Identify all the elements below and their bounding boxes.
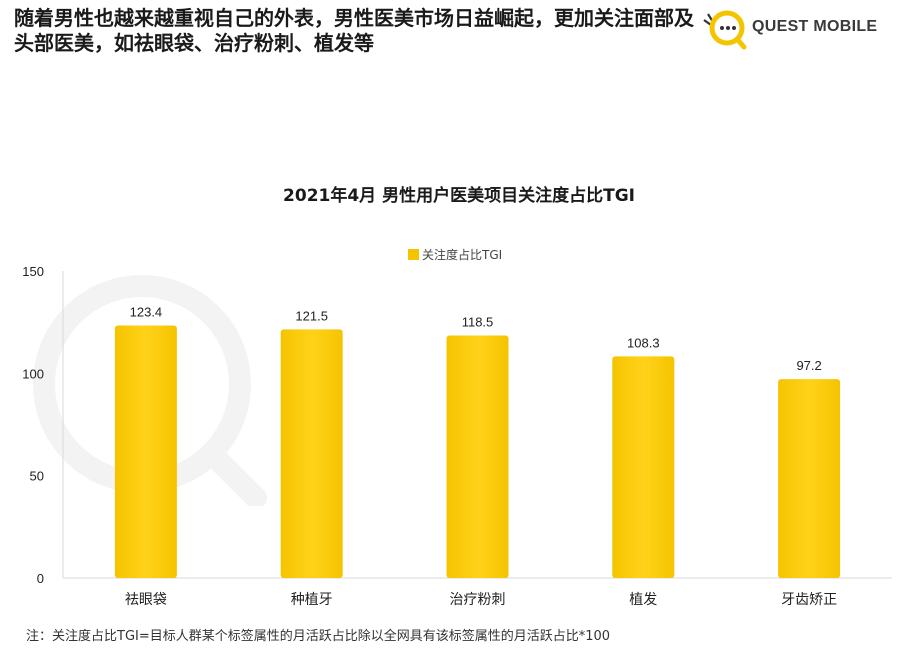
x-category-label: 植发: [629, 592, 657, 608]
y-tick-label: 100: [22, 366, 44, 381]
bar-value-label: 108.3: [627, 335, 660, 350]
headline: 随着男性也越来越重视自己的外表，男性医美市场日益崛起，更加关注面部及头部医美，如…: [14, 6, 694, 55]
y-tick-label: 150: [22, 264, 44, 279]
bar: [280, 329, 343, 578]
bar: [612, 356, 675, 578]
chart-title: 2021年4月 男性用户医美项目关注度占比TGI: [283, 186, 635, 206]
x-category-label: 牙齿矫正: [781, 592, 837, 608]
quest-mobile-logo: QUEST MOBILE: [700, 4, 900, 52]
legend-label: 关注度占比TGI: [422, 247, 503, 262]
footnote: 注：关注度占比TGI=目标人群某个标签属性的月活跃占比除以全网具有该标签属性的月…: [26, 629, 611, 644]
bar-value-label: 123.4: [130, 304, 163, 319]
y-tick-label: 50: [30, 469, 44, 484]
bar: [114, 325, 177, 578]
x-category-label: 治疗粉刺: [450, 592, 506, 608]
x-category-label: 种植牙: [291, 592, 333, 608]
quest-mobile-logo-icon: [703, 10, 747, 50]
x-category-label: 祛眼袋: [125, 592, 167, 608]
bar-value-label: 97.2: [796, 358, 821, 373]
bar: [778, 379, 841, 578]
bar-value-label: 118.5: [462, 314, 494, 329]
logo-text: QUEST MOBILE: [752, 18, 878, 35]
legend-swatch: [408, 248, 419, 260]
bar: [446, 335, 509, 578]
bar-value-label: 121.5: [295, 308, 328, 323]
chart-legend[interactable]: 关注度占比TGI: [408, 246, 502, 262]
y-tick-label: 0: [37, 571, 44, 586]
